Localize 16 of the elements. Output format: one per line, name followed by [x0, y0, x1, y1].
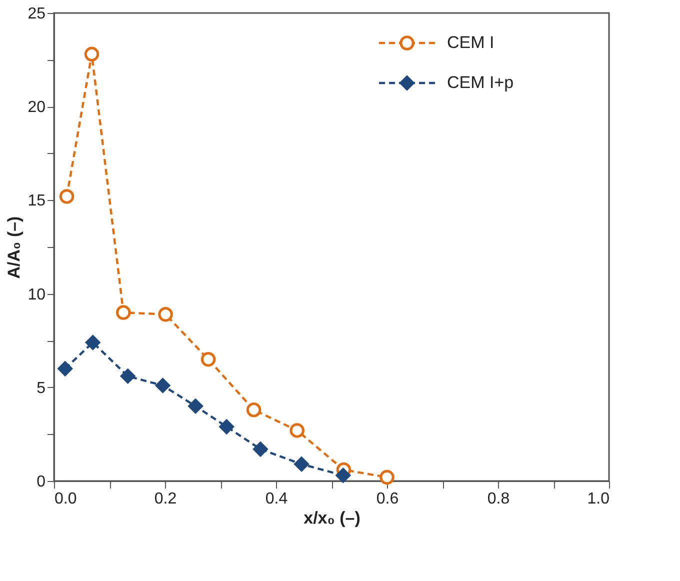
- x-tick-label: 0.4: [265, 490, 288, 508]
- legend-label: CEM I: [447, 33, 494, 52]
- y-tick-label: 20: [28, 99, 46, 116]
- x-axis-title: x/x₀ (–): [304, 508, 360, 528]
- y-tick-label: 0: [36, 474, 46, 490]
- y-tick-label: 15: [28, 192, 46, 210]
- x-tick-label: 0.8: [487, 490, 510, 508]
- x-tick-label: 0.2: [154, 490, 177, 508]
- y-tick-label: 10: [28, 286, 46, 304]
- y-tick-label: 5: [36, 380, 46, 397]
- x-tick-label: 0.6: [376, 490, 399, 508]
- y-tick-label: 25: [28, 6, 46, 22]
- y-axis-title: A/A₀ (–): [4, 216, 24, 279]
- x-tick-label: 1.0: [587, 490, 610, 508]
- x-tick-label: 0.0: [54, 490, 77, 508]
- legend-label: CEM I+p: [447, 73, 514, 92]
